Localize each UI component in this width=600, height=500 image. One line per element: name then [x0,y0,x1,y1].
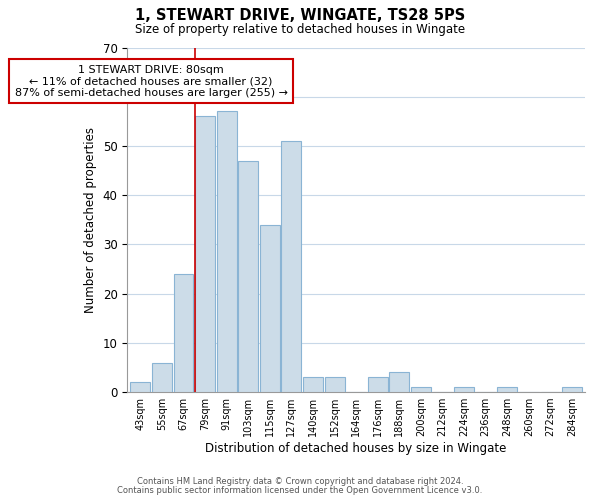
Text: Size of property relative to detached houses in Wingate: Size of property relative to detached ho… [135,22,465,36]
Text: Contains HM Land Registry data © Crown copyright and database right 2024.: Contains HM Land Registry data © Crown c… [137,477,463,486]
Bar [454,387,474,392]
Bar [497,387,517,392]
Bar [389,372,409,392]
Text: 1, STEWART DRIVE, WINGATE, TS28 5PS: 1, STEWART DRIVE, WINGATE, TS28 5PS [135,8,465,22]
Bar [195,116,215,392]
X-axis label: Distribution of detached houses by size in Wingate: Distribution of detached houses by size … [205,442,507,455]
Bar [238,160,258,392]
Bar [562,387,582,392]
Bar [303,378,323,392]
Bar [281,141,301,392]
Bar [260,224,280,392]
Bar [325,378,344,392]
Bar [411,387,431,392]
Bar [217,112,236,392]
Bar [368,378,388,392]
Bar [152,362,172,392]
Bar [130,382,150,392]
Y-axis label: Number of detached properties: Number of detached properties [84,127,97,313]
Bar [173,274,193,392]
Text: Contains public sector information licensed under the Open Government Licence v3: Contains public sector information licen… [118,486,482,495]
Text: 1 STEWART DRIVE: 80sqm
← 11% of detached houses are smaller (32)
87% of semi-det: 1 STEWART DRIVE: 80sqm ← 11% of detached… [14,64,287,98]
